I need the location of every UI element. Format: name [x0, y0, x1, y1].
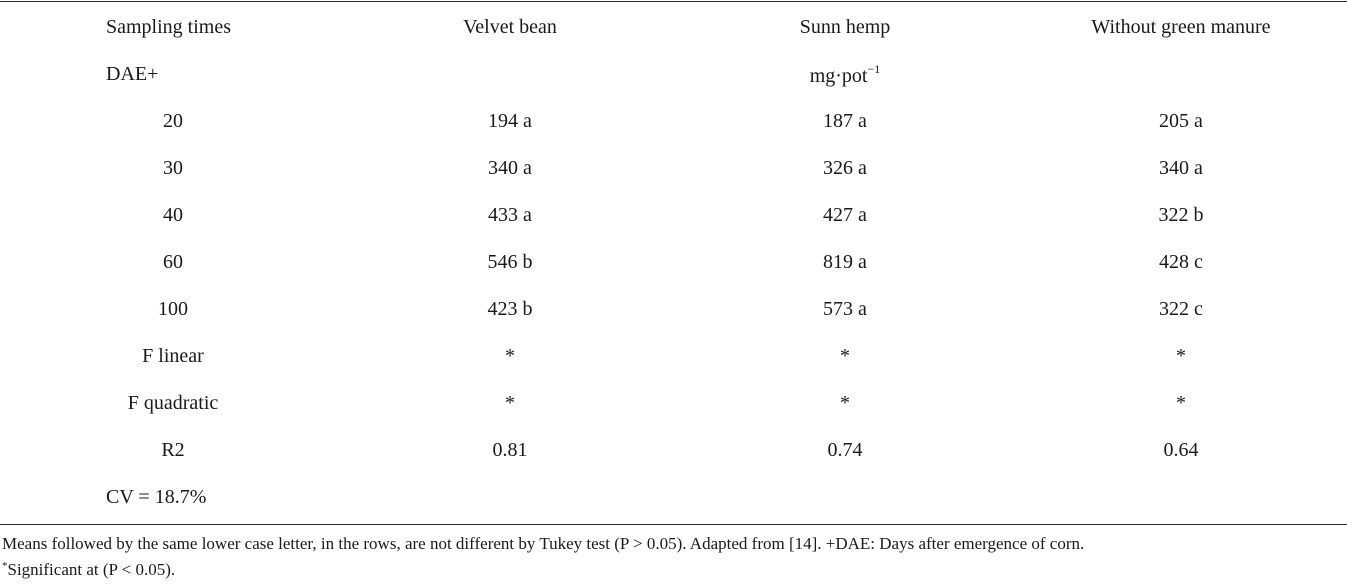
cell-without-green-manure: 205 a — [1159, 110, 1203, 132]
row-label: R2 — [161, 439, 185, 461]
table-bottom-rule — [0, 524, 1347, 525]
cv-label: CV = 18.7% — [106, 486, 207, 508]
cell-velvet-bean: * — [505, 345, 515, 367]
cell-sunn-hemp: 573 a — [823, 298, 867, 320]
cell-sunn-hemp: * — [840, 345, 850, 367]
table-row: 60 546 b 819 a 428 c — [0, 239, 1347, 286]
row-label: 60 — [163, 251, 183, 273]
row-label: F linear — [142, 345, 204, 367]
cv-row: CV = 18.7% — [0, 474, 1347, 521]
cell-without-green-manure: 0.64 — [1163, 439, 1199, 461]
cell-velvet-bean: 423 b — [487, 298, 533, 320]
cell-without-green-manure: * — [1176, 392, 1186, 414]
cell-velvet-bean: 340 a — [488, 157, 532, 179]
cell-velvet-bean: 433 a — [488, 204, 532, 226]
footnote-line-means: Means followed by the same lower case le… — [2, 534, 1085, 553]
cell-sunn-hemp: 0.74 — [827, 439, 863, 461]
cell-without-green-manure: 322 c — [1159, 298, 1203, 320]
table-row: 40 433 a 427 a 322 b — [0, 192, 1347, 239]
column-header-without-green-manure: Without green manure — [1091, 16, 1271, 38]
cell-sunn-hemp: 819 a — [823, 251, 867, 273]
row-label: 20 — [163, 110, 183, 132]
cell-without-green-manure: 428 c — [1159, 251, 1203, 273]
row-label: 30 — [163, 157, 183, 179]
significance-text: Significant at (P < 0.05). — [7, 560, 176, 579]
cell-sunn-hemp: * — [840, 392, 850, 414]
dae-label: DAE+ — [106, 63, 159, 85]
cell-without-green-manure: 322 b — [1158, 204, 1204, 226]
cell-velvet-bean: 546 b — [487, 251, 533, 273]
table-top-rule — [0, 1, 1347, 2]
table-row: 20 194 a 187 a 205 a — [0, 98, 1347, 145]
cell-velvet-bean: 0.81 — [492, 439, 528, 461]
table-row: R2 0.81 0.74 0.64 — [0, 427, 1347, 474]
cell-sunn-hemp: 326 a — [823, 157, 867, 179]
results-table: Sampling times Velvet bean Sunn hemp Wit… — [0, 4, 1347, 521]
table-row: F linear * * * — [0, 333, 1347, 380]
cell-without-green-manure: 340 a — [1159, 157, 1203, 179]
table-footnote: Means followed by the same lower case le… — [2, 533, 1347, 581]
row-label: F quadratic — [127, 392, 219, 414]
table-row: 100 423 b 573 a 322 c — [0, 286, 1347, 333]
cell-sunn-hemp: 427 a — [823, 204, 867, 226]
significance-marker: * — [2, 560, 8, 572]
unit-label: mg·pot−1 — [809, 61, 881, 87]
column-header-sunn-hemp: Sunn hemp — [799, 16, 891, 38]
table-header-row: Sampling times Velvet bean Sunn hemp Wit… — [0, 4, 1347, 51]
footnote-line-significance: *Significant at (P < 0.05). — [2, 555, 1347, 581]
column-header-velvet-bean: Velvet bean — [463, 16, 557, 38]
table-row: F quadratic * * * — [0, 380, 1347, 427]
column-header-sampling-times: Sampling times — [106, 16, 231, 38]
row-label: 100 — [158, 298, 188, 320]
cell-without-green-manure: * — [1176, 345, 1186, 367]
cell-velvet-bean: 194 a — [488, 110, 532, 132]
table-row: 30 340 a 326 a 340 a — [0, 145, 1347, 192]
cell-sunn-hemp: 187 a — [823, 110, 867, 132]
cell-velvet-bean: * — [505, 392, 515, 414]
row-label: 40 — [163, 204, 183, 226]
unit-row: DAE+ mg·pot−1 — [0, 51, 1347, 98]
